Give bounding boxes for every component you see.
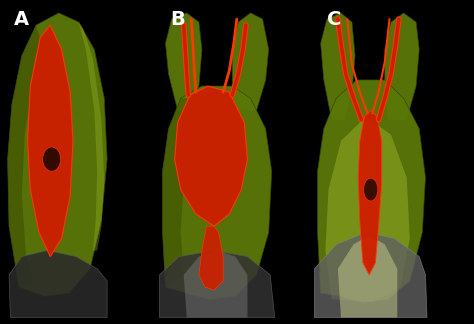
Polygon shape [385, 13, 419, 120]
Polygon shape [199, 226, 223, 290]
Polygon shape [184, 250, 247, 318]
Polygon shape [325, 117, 410, 302]
Polygon shape [165, 13, 202, 110]
Text: C: C [327, 10, 341, 29]
Polygon shape [79, 22, 104, 250]
Polygon shape [27, 25, 73, 257]
Polygon shape [320, 13, 355, 120]
Polygon shape [8, 25, 42, 287]
Polygon shape [8, 13, 107, 296]
Polygon shape [338, 235, 397, 318]
Polygon shape [318, 80, 426, 302]
Polygon shape [314, 232, 427, 318]
Polygon shape [9, 250, 107, 318]
Text: B: B [171, 10, 185, 29]
Polygon shape [163, 98, 194, 287]
Polygon shape [159, 250, 275, 318]
Polygon shape [358, 110, 382, 275]
Text: A: A [14, 10, 29, 29]
Polygon shape [163, 86, 272, 299]
Ellipse shape [364, 178, 378, 201]
Ellipse shape [43, 147, 61, 171]
Polygon shape [174, 86, 247, 226]
Polygon shape [232, 13, 269, 110]
